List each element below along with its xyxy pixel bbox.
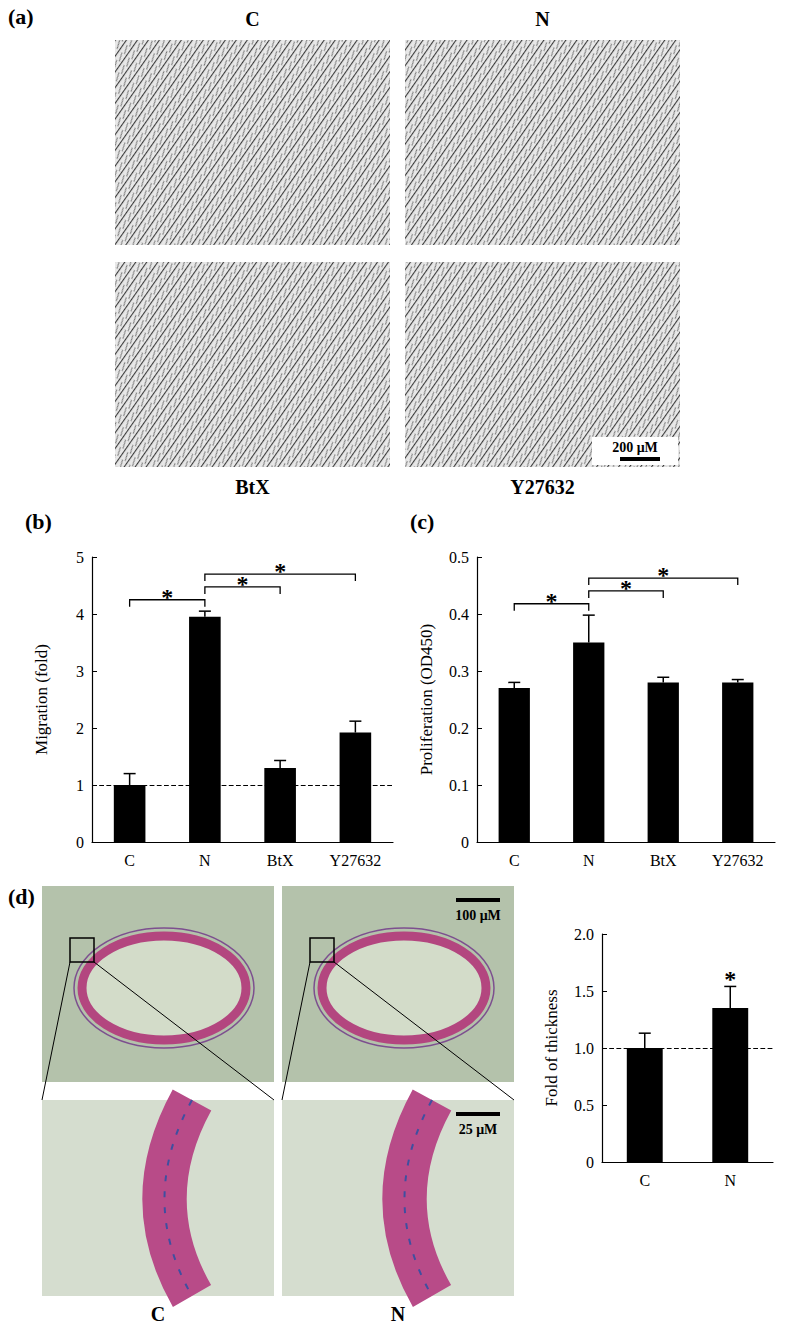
svg-text:25 μM: 25 μM: [459, 1122, 498, 1137]
svg-text:Y27632: Y27632: [712, 852, 764, 869]
svg-text:N: N: [199, 852, 211, 869]
svg-text:Fold of thickness: Fold of thickness: [542, 989, 561, 1106]
svg-text:Y27632: Y27632: [330, 852, 382, 869]
svg-text:C: C: [124, 852, 135, 869]
svg-text:4: 4: [76, 606, 84, 623]
svg-text:(c): (c): [410, 509, 434, 534]
svg-text:C: C: [245, 8, 259, 30]
svg-text:Proliferation (OD450): Proliferation (OD450): [417, 624, 436, 776]
svg-text:(d): (d): [8, 884, 35, 909]
svg-text:100 μM: 100 μM: [455, 908, 501, 923]
svg-text:0.4: 0.4: [449, 606, 469, 623]
svg-text:5: 5: [76, 549, 84, 566]
svg-text:C: C: [151, 1303, 165, 1325]
svg-text:C: C: [509, 852, 520, 869]
svg-text:0.2: 0.2: [449, 720, 469, 737]
svg-text:1: 1: [76, 777, 84, 794]
svg-text:Y27632: Y27632: [510, 476, 574, 498]
svg-text:0: 0: [586, 1154, 594, 1171]
svg-text:1.5: 1.5: [574, 983, 594, 1000]
svg-text:0: 0: [76, 834, 84, 851]
svg-text:N: N: [583, 852, 595, 869]
svg-text:(b): (b): [25, 509, 52, 534]
svg-text:*: *: [546, 588, 558, 614]
svg-text:N: N: [391, 1303, 406, 1325]
svg-text:0.5: 0.5: [449, 549, 469, 566]
svg-text:3: 3: [76, 663, 84, 680]
svg-text:0.3: 0.3: [449, 663, 469, 680]
svg-text:2.0: 2.0: [574, 926, 594, 943]
svg-text:0.5: 0.5: [574, 1097, 594, 1114]
svg-text:*: *: [620, 575, 632, 601]
svg-text:*: *: [724, 966, 736, 992]
svg-text:Migration (fold): Migration (fold): [32, 644, 51, 755]
svg-text:2: 2: [76, 720, 84, 737]
svg-text:BtX: BtX: [267, 852, 294, 869]
svg-text:*: *: [274, 558, 286, 584]
svg-text:N: N: [724, 1172, 736, 1189]
svg-text:0.1: 0.1: [449, 777, 469, 794]
svg-text:*: *: [161, 584, 173, 610]
svg-text:200 μM: 200 μM: [612, 440, 658, 455]
svg-text:N: N: [535, 8, 550, 30]
svg-text:(a): (a): [8, 4, 34, 29]
svg-text:C: C: [639, 1172, 650, 1189]
svg-text:BtX: BtX: [650, 852, 677, 869]
svg-text:BtX: BtX: [235, 476, 270, 498]
svg-text:0: 0: [461, 834, 469, 851]
svg-text:1.0: 1.0: [574, 1040, 594, 1057]
svg-text:*: *: [657, 562, 669, 588]
svg-text:*: *: [237, 571, 249, 597]
